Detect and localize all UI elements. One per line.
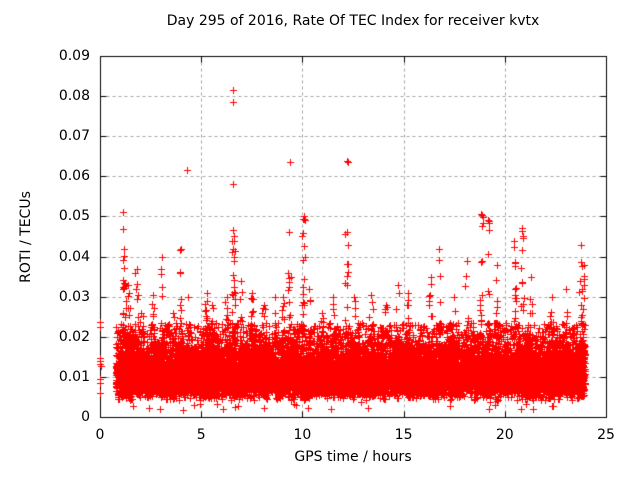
x-tick-label: 0 — [95, 427, 105, 443]
y-tick-label: 0.06 — [58, 168, 90, 185]
y-axis-label-box: ROTI / TECUs — [15, 56, 37, 417]
x-tick-label: 5 — [196, 427, 206, 443]
y-tick-label: 0.05 — [58, 208, 90, 225]
y-tick-label: 0.01 — [58, 368, 90, 385]
x-tick-label: 20 — [495, 427, 514, 443]
x-tick-label: 15 — [394, 427, 413, 443]
x-tick-label: 25 — [597, 427, 615, 443]
y-tick-label: 0.09 — [58, 48, 90, 64]
y-tick-label: 0.04 — [58, 248, 90, 265]
x-axis-label: GPS time / hours — [294, 449, 412, 465]
y-tick-label: 0.02 — [58, 328, 90, 345]
y-tick-label: 0.07 — [58, 128, 90, 145]
y-tick-label: 0 — [81, 409, 90, 425]
y-axis-label: ROTI / TECUs — [18, 190, 35, 283]
y-tick-label: 0.08 — [58, 88, 90, 105]
x-tick-label: 10 — [293, 427, 312, 443]
y-tick-label: 0.03 — [58, 288, 90, 305]
chart-title: Day 295 of 2016, Rate Of TEC Index for r… — [166, 13, 540, 29]
